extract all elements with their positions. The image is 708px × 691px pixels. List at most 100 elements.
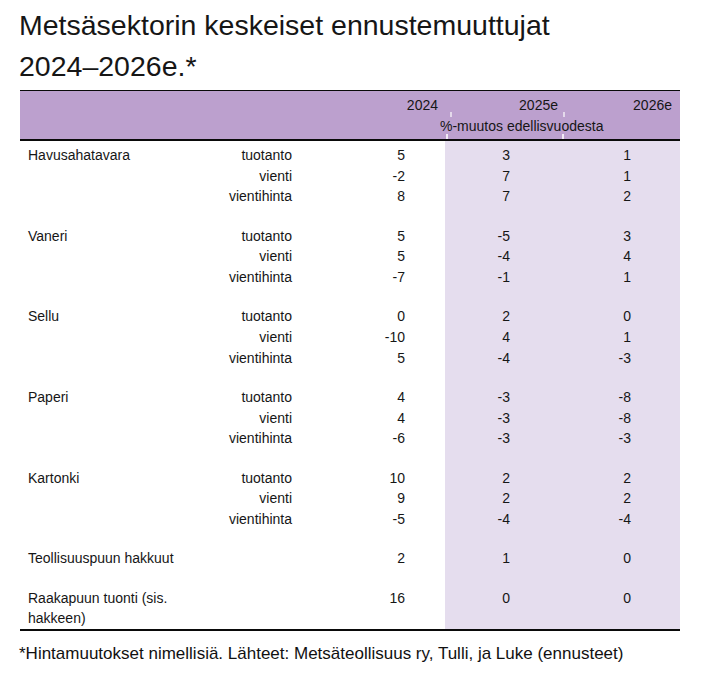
value-2024: -2 (292, 166, 405, 187)
commodity-label: Vaneri (20, 226, 220, 247)
commodity-label (20, 509, 220, 530)
value-2025e: 1 (405, 548, 510, 569)
value-2024: 5 (292, 226, 405, 247)
value-2024: 5 (292, 145, 405, 166)
table-row: Sellu tuotanto 0 2 0 (20, 306, 680, 327)
measure-label: vientihinta (220, 348, 292, 369)
value-2025e: -5 (405, 226, 510, 247)
value-2024: 2 (292, 548, 405, 569)
commodity-label (20, 186, 220, 207)
page-title-line2: 2024–2026e.* (19, 46, 550, 87)
commodity-label (20, 488, 220, 509)
measure-label (220, 588, 292, 629)
value-2026e: 3 (510, 226, 631, 247)
value-2025e: 2 (405, 468, 510, 489)
column-header-2025e: 2025e (519, 95, 558, 115)
value-2024: 8 (292, 186, 405, 207)
value-2025e: 7 (405, 166, 510, 187)
table-row: vienti 5 -4 4 (20, 246, 680, 267)
value-2024: 5 (292, 348, 405, 369)
value-2025e: -1 (405, 267, 510, 288)
value-2025e: -3 (405, 428, 510, 449)
measure-label: vientihinta (220, 428, 292, 449)
commodity-label (20, 428, 220, 449)
value-2026e: 1 (510, 267, 631, 288)
commodity-label: Havusahatavara (20, 145, 220, 166)
table-row: vientihinta 5 -4 -3 (20, 348, 680, 369)
commodity-label (20, 246, 220, 267)
commodity-label: Paperi (20, 387, 220, 408)
page-title: Metsäsektorin keskeiset ennustemuuttujat… (19, 5, 550, 86)
value-2026e: -8 (510, 408, 631, 429)
table-row: vienti 4 -3 -8 (20, 408, 680, 429)
measure-label: vienti (220, 166, 292, 187)
measure-label: tuotanto (220, 306, 292, 327)
value-2026e: -8 (510, 387, 631, 408)
table-row: vientihinta -7 -1 1 (20, 267, 680, 288)
table-row: vienti -2 7 1 (20, 166, 680, 187)
commodity-label: Raakapuun tuonti (sis. hakkeen) (20, 588, 220, 629)
measure-label: vienti (220, 488, 292, 509)
measure-label: tuotanto (220, 145, 292, 166)
value-2025e: 3 (405, 145, 510, 166)
table-row: vientihinta 8 7 2 (20, 186, 680, 207)
value-2026e: 1 (510, 327, 631, 348)
header-divider-tick (446, 134, 448, 139)
commodity-label (20, 348, 220, 369)
table-row: Paperi tuotanto 4 -3 -8 (20, 387, 680, 408)
commodity-label: Sellu (20, 306, 220, 327)
value-2025e: -3 (405, 408, 510, 429)
value-2025e: 7 (405, 186, 510, 207)
table-row: Kartonki tuotanto 10 2 2 (20, 468, 680, 489)
value-2025e: 0 (405, 588, 510, 629)
column-header-2024: 2024 (407, 95, 438, 115)
value-2026e: 1 (510, 145, 631, 166)
value-2024: 5 (292, 246, 405, 267)
value-2026e: 1 (510, 166, 631, 187)
value-2024: -5 (292, 509, 405, 530)
measure-label: tuotanto (220, 387, 292, 408)
figure-canvas: Metsäsektorin keskeiset ennustemuuttujat… (0, 0, 708, 691)
value-2025e: -4 (405, 509, 510, 530)
value-2024: 4 (292, 387, 405, 408)
header-divider-tick (562, 134, 564, 139)
value-2025e: 4 (405, 327, 510, 348)
measure-label (220, 548, 292, 569)
measure-label: vienti (220, 408, 292, 429)
value-2026e: 4 (510, 246, 631, 267)
value-2026e: 2 (510, 488, 631, 509)
value-2024: 10 (292, 468, 405, 489)
value-2024: 4 (292, 408, 405, 429)
table-row: Raakapuun tuonti (sis. hakkeen) 16 0 0 (20, 588, 680, 629)
commodity-label: Teollisuuspuun hakkuut (20, 548, 220, 569)
measure-label: vientihinta (220, 186, 292, 207)
table-row: Teollisuuspuun hakkuut 2 1 0 (20, 548, 680, 569)
value-2025e: -4 (405, 348, 510, 369)
measure-label: tuotanto (220, 468, 292, 489)
header-divider-tick (450, 112, 452, 117)
commodity-label (20, 408, 220, 429)
value-2024: 16 (292, 588, 405, 629)
table-body: Havusahatavara tuotanto 5 3 1 vienti -2 … (20, 141, 680, 631)
value-2026e: -3 (510, 348, 631, 369)
value-2026e: -3 (510, 428, 631, 449)
table-row: Vaneri tuotanto 5 -5 3 (20, 226, 680, 247)
value-2026e: 2 (510, 186, 631, 207)
header-divider-tick (563, 112, 565, 117)
table-row: vientihinta -6 -3 -3 (20, 428, 680, 449)
value-2026e: -4 (510, 509, 631, 530)
value-2024: -6 (292, 428, 405, 449)
page-title-line1: Metsäsektorin keskeiset ennustemuuttujat (19, 5, 550, 46)
footnote: *Hintamuutokset nimellisiä. Lähteet: Met… (19, 641, 623, 667)
column-header-2026e: 2026e (633, 95, 672, 115)
value-2025e: 2 (405, 488, 510, 509)
value-2025e: -4 (405, 246, 510, 267)
measure-label: vienti (220, 327, 292, 348)
table-row: vientihinta -5 -4 -4 (20, 509, 680, 530)
value-2026e: 0 (510, 548, 631, 569)
value-2024: 9 (292, 488, 405, 509)
measure-label: vientihinta (220, 267, 292, 288)
value-2024: -7 (292, 267, 405, 288)
value-2024: -10 (292, 327, 405, 348)
value-2026e: 0 (510, 588, 631, 629)
